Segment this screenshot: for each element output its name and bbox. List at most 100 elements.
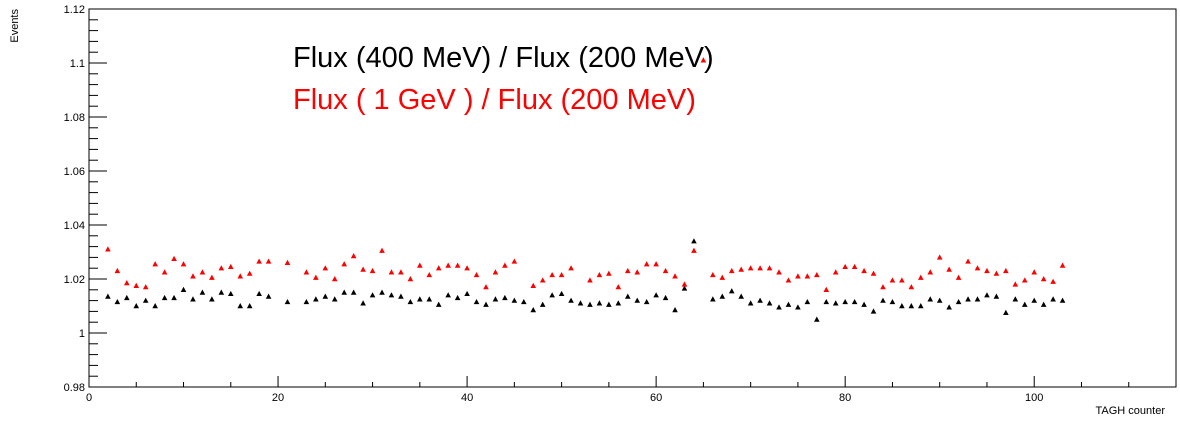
data-point-red — [1003, 267, 1009, 274]
data-point-red — [974, 265, 981, 271]
data-point-black — [738, 293, 744, 299]
data-point-red — [728, 267, 735, 274]
legend-entry-red: Flux ( 1 GeV ) / Flux (200 MeV) — [293, 84, 696, 116]
data-point-red — [804, 273, 811, 279]
plot-frame — [88, 8, 1177, 388]
data-point-black — [936, 297, 943, 303]
data-point-red — [379, 247, 385, 253]
data-point-red — [596, 271, 603, 278]
data-point-red — [1012, 281, 1019, 287]
data-point-black — [974, 296, 981, 302]
data-point-black — [152, 303, 158, 309]
data-point-red — [927, 269, 934, 275]
data-point-black — [369, 292, 376, 298]
data-point-red — [426, 271, 433, 278]
data-point-red — [417, 262, 423, 268]
data-point-red — [917, 274, 924, 280]
data-point-red — [1059, 262, 1066, 268]
data-point-red — [445, 262, 451, 268]
data-point-red — [549, 271, 555, 278]
data-point-red — [454, 262, 461, 268]
data-point-black — [984, 292, 990, 298]
data-point-black — [530, 307, 537, 313]
data-point-black — [606, 301, 612, 307]
data-point-red — [785, 277, 792, 283]
data-point-black — [1012, 296, 1019, 302]
data-point-black — [672, 307, 678, 313]
data-point-black — [1031, 297, 1038, 303]
data-point-black — [142, 297, 149, 303]
data-point-black — [728, 288, 735, 294]
data-point-black — [1040, 301, 1047, 307]
data-point-black — [946, 304, 952, 310]
data-point-red — [398, 269, 404, 275]
data-point-red — [587, 277, 593, 283]
data-point-black — [804, 298, 811, 305]
data-point-black — [492, 296, 499, 302]
data-point-red — [672, 273, 678, 279]
data-point-black — [842, 298, 848, 305]
x-axis: 0 20 40 60 80 100 — [86, 376, 1130, 404]
data-point-red — [889, 277, 896, 283]
y-tick-label: 1 — [79, 328, 85, 340]
data-point-red — [171, 255, 177, 261]
data-point-red — [161, 269, 168, 275]
data-point-red — [899, 277, 905, 283]
y-tick-label: 1.12 — [64, 4, 85, 16]
data-point-black — [870, 308, 877, 314]
data-point-black — [313, 296, 319, 302]
data-point-black — [908, 303, 915, 309]
data-point-red — [133, 282, 140, 288]
data-point-black — [577, 300, 584, 306]
data-point-black — [105, 293, 111, 299]
data-point-red — [190, 273, 196, 279]
data-point-red — [993, 270, 1000, 276]
data-point-black — [596, 300, 603, 306]
x-tick-label: 80 — [839, 392, 851, 404]
data-point-red — [303, 269, 310, 275]
data-point-red — [246, 270, 253, 276]
y-tick-label: 1.02 — [64, 274, 85, 286]
data-point-black — [435, 301, 442, 307]
data-point-black — [464, 290, 470, 297]
data-point-black — [511, 297, 518, 303]
data-point-black — [502, 294, 508, 301]
data-point-black — [180, 286, 187, 292]
data-point-red — [624, 267, 631, 274]
data-point-black — [653, 292, 659, 298]
data-point-red — [710, 271, 716, 278]
data-point-red — [492, 269, 499, 275]
data-point-black — [133, 303, 140, 309]
data-point-black — [1059, 297, 1066, 303]
data-point-black — [832, 300, 839, 306]
data-point-red — [851, 263, 858, 270]
data-point-black — [246, 303, 253, 309]
data-point-red — [483, 284, 489, 290]
data-point-red — [747, 265, 754, 271]
data-point-black — [814, 316, 820, 322]
data-point-red — [105, 246, 111, 252]
data-point-black — [965, 296, 971, 302]
data-point-black — [568, 297, 574, 303]
data-point-red — [1021, 277, 1028, 283]
data-point-black — [558, 290, 565, 297]
data-point-black — [681, 285, 688, 291]
data-point-red — [1050, 278, 1056, 284]
data-point-red — [530, 282, 537, 288]
data-point-red — [322, 265, 329, 271]
data-point-black — [899, 303, 905, 309]
y-tick-label: 1.08 — [64, 112, 85, 124]
data-point-red — [691, 247, 697, 253]
data-point-black — [955, 298, 962, 305]
data-point-red — [936, 254, 943, 260]
y-tick-label: 1.04 — [64, 220, 85, 232]
data-point-black — [927, 296, 934, 302]
x-tick-label: 100 — [1025, 392, 1043, 404]
data-point-black — [1021, 301, 1028, 307]
x-tick-label: 40 — [461, 392, 473, 404]
data-point-black — [190, 296, 196, 302]
data-point-black — [662, 294, 669, 301]
data-point-black — [861, 301, 867, 307]
data-point-red — [832, 269, 839, 275]
